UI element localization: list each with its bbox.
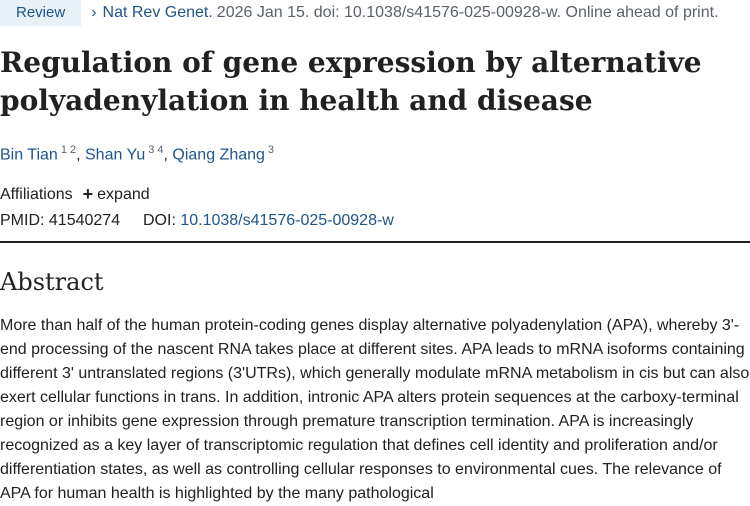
chevron-right-icon: › bbox=[91, 4, 97, 21]
section-divider bbox=[0, 241, 750, 243]
journal-link[interactable]: Nat Rev Genet. bbox=[102, 4, 213, 21]
citation-bar: Review › Nat Rev Genet. 2026 Jan 15. doi… bbox=[0, 0, 750, 26]
affiliations-label: Affiliations bbox=[0, 185, 73, 203]
citation-text: 2026 Jan 15. doi: 10.1038/s41576-025-009… bbox=[216, 4, 719, 21]
affiliations-toggle[interactable]: Affiliations + expand bbox=[0, 184, 150, 205]
author-separator: , bbox=[163, 146, 173, 164]
author-affiliation-numbers[interactable]: 1 2 bbox=[60, 144, 77, 156]
doi-link[interactable]: 10.1038/s41576-025-00928-w bbox=[180, 212, 394, 229]
article-type-badge[interactable]: Review bbox=[0, 0, 82, 26]
expand-label: expand bbox=[97, 185, 150, 203]
author-link[interactable]: Shan Yu bbox=[85, 146, 146, 164]
abstract-text: More than half of the human protein-codi… bbox=[0, 317, 750, 502]
plus-icon: + bbox=[82, 184, 94, 204]
author-affiliation-numbers[interactable]: 3 4 bbox=[148, 144, 164, 156]
pmid-label: PMID: bbox=[0, 212, 45, 229]
author-separator: , bbox=[76, 146, 85, 164]
author-link[interactable]: Qiang Zhang bbox=[172, 146, 265, 164]
abstract-heading: Abstract bbox=[0, 268, 104, 296]
identifiers: PMID: 41540274 DOI: 10.1038/s41576-025-0… bbox=[0, 212, 394, 230]
author-link[interactable]: Bin Tian bbox=[0, 146, 58, 164]
article-title: Regulation of gene expression by alterna… bbox=[0, 46, 702, 117]
pmid-value: 41540274 bbox=[48, 212, 121, 229]
author-list: Bin Tian 1 2, Shan Yu 3 4, Qiang Zhang 3 bbox=[0, 144, 274, 164]
author-affiliation-numbers[interactable]: 3 bbox=[267, 144, 275, 156]
doi-label: DOI: bbox=[143, 212, 176, 229]
